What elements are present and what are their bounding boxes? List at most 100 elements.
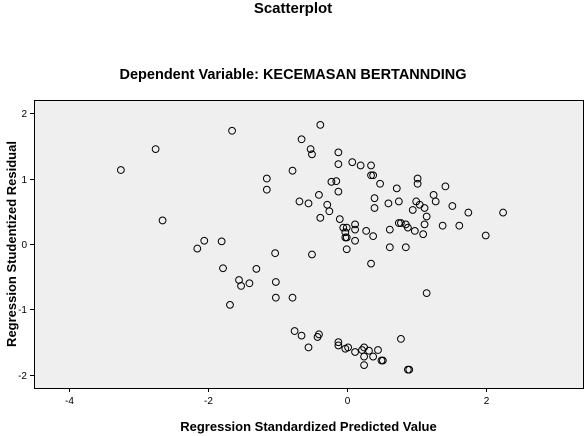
data-point bbox=[217, 237, 226, 246]
data-point bbox=[351, 225, 359, 234]
data-point bbox=[271, 293, 280, 302]
data-point bbox=[315, 191, 323, 199]
data-point bbox=[499, 208, 507, 217]
data-point bbox=[405, 365, 414, 374]
y-tick-label: 2 bbox=[21, 109, 27, 120]
x-tick-label: -4 bbox=[65, 396, 74, 407]
data-point bbox=[288, 166, 297, 175]
data-point bbox=[401, 243, 410, 252]
data-point bbox=[342, 245, 351, 254]
data-point bbox=[365, 346, 373, 355]
data-point bbox=[228, 126, 236, 135]
data-point bbox=[262, 174, 271, 183]
chart-subtitle: Dependent Variable: KECEMASAN BERTANNDIN… bbox=[119, 67, 467, 83]
data-point bbox=[385, 243, 394, 252]
plot-area bbox=[34, 100, 584, 389]
data-point bbox=[151, 145, 160, 153]
data-point bbox=[370, 204, 379, 212]
data-point bbox=[304, 199, 313, 208]
data-point bbox=[392, 184, 401, 193]
data-points bbox=[116, 120, 507, 374]
y-tick-label: -2 bbox=[18, 371, 27, 382]
data-point bbox=[316, 120, 325, 129]
data-point bbox=[422, 289, 431, 297]
data-point bbox=[304, 343, 313, 352]
data-point bbox=[385, 225, 394, 234]
data-point bbox=[422, 212, 431, 221]
data-point bbox=[441, 182, 450, 191]
data-point bbox=[408, 206, 417, 214]
y-tick-label: 0 bbox=[21, 240, 27, 251]
data-point bbox=[200, 236, 209, 245]
data-point bbox=[413, 179, 422, 188]
data-point bbox=[455, 221, 464, 230]
data-point bbox=[438, 221, 447, 230]
data-point bbox=[367, 171, 375, 180]
y-tick-label: 1 bbox=[21, 175, 27, 186]
data-point bbox=[403, 223, 412, 232]
data-point bbox=[394, 197, 403, 206]
data-point bbox=[344, 343, 353, 352]
data-point bbox=[334, 160, 343, 169]
data-point bbox=[431, 197, 440, 206]
data-point bbox=[367, 259, 375, 268]
data-point bbox=[376, 179, 384, 188]
chart-title: Scatterplot bbox=[253, 0, 333, 17]
data-point bbox=[245, 279, 254, 288]
x-axis-title: Regression Standardized Predicted Value bbox=[180, 419, 436, 434]
data-point bbox=[378, 356, 387, 365]
data-point bbox=[334, 187, 343, 196]
data-point bbox=[397, 219, 405, 227]
data-point bbox=[341, 228, 350, 237]
data-point bbox=[262, 185, 271, 194]
data-point bbox=[464, 208, 473, 217]
y-axis-title: Regression Studentized Residual bbox=[4, 141, 19, 347]
data-point bbox=[367, 161, 375, 170]
data-point bbox=[332, 177, 341, 186]
data-point bbox=[342, 233, 351, 242]
data-point bbox=[237, 281, 245, 290]
data-point bbox=[158, 216, 167, 225]
data-point bbox=[297, 331, 306, 340]
data-point bbox=[271, 249, 280, 258]
data-point bbox=[252, 264, 261, 273]
data-point bbox=[410, 227, 419, 235]
data-point bbox=[351, 348, 359, 356]
data-point bbox=[315, 330, 323, 339]
data-point bbox=[335, 215, 344, 224]
data-point bbox=[348, 158, 357, 167]
data-point bbox=[325, 207, 334, 216]
data-point bbox=[226, 300, 234, 309]
data-point bbox=[271, 278, 280, 286]
data-point bbox=[342, 223, 351, 232]
data-point bbox=[219, 264, 227, 273]
data-point bbox=[116, 166, 125, 174]
axes: -4 -2 0 2 2 1 0 -1 -2 bbox=[18, 109, 490, 407]
data-point bbox=[360, 361, 368, 369]
data-point bbox=[295, 197, 304, 206]
data-point bbox=[334, 148, 343, 157]
data-point bbox=[193, 244, 202, 253]
data-point bbox=[362, 227, 371, 235]
x-tick-label: 2 bbox=[484, 396, 490, 407]
data-point bbox=[351, 220, 359, 229]
data-point bbox=[481, 231, 490, 240]
data-point bbox=[448, 202, 457, 210]
data-point bbox=[290, 327, 299, 335]
data-point bbox=[356, 161, 365, 170]
data-point bbox=[420, 220, 429, 229]
y-tick-label: -1 bbox=[18, 305, 27, 316]
data-point bbox=[370, 194, 379, 203]
data-point bbox=[413, 174, 422, 183]
data-point bbox=[374, 346, 382, 354]
data-point bbox=[420, 204, 429, 212]
data-point bbox=[308, 250, 316, 259]
data-point bbox=[419, 230, 428, 239]
data-point bbox=[369, 352, 378, 361]
data-point bbox=[360, 352, 368, 361]
data-point bbox=[397, 335, 405, 343]
data-point bbox=[384, 199, 393, 208]
data-point bbox=[351, 236, 359, 245]
x-tick-label: 0 bbox=[345, 396, 351, 407]
data-point bbox=[369, 232, 378, 241]
